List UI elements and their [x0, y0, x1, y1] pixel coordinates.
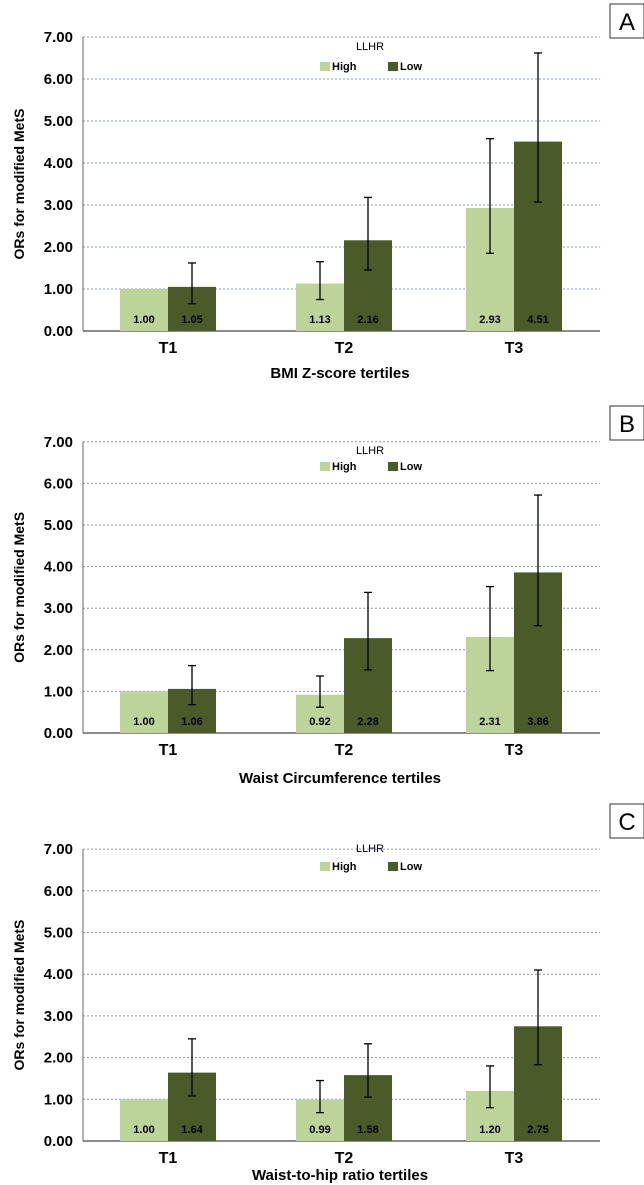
panel-a-bar-high-t1 — [120, 289, 168, 331]
panel-c-x-tick-label: T3 — [505, 1150, 524, 1167]
panel-b-x-axis-label: Waist Circumference tertiles — [239, 770, 441, 787]
panel-b-x-tick-label: T3 — [505, 742, 524, 759]
panel-c-y-tick-label: 7.00 — [44, 841, 73, 858]
panel-c-y-tick-label: 0.00 — [44, 1133, 73, 1150]
panel-a-y-tick-label: 2.00 — [44, 239, 73, 256]
panel-c-y-axis-label: ORs for modified MetS — [11, 920, 27, 1071]
panel-b-y-tick-label: 7.00 — [44, 434, 73, 451]
panel-c-legend-label-high: High — [332, 861, 357, 873]
panel-c-label-box — [609, 803, 644, 839]
panel-a-legend-title: LLHR — [356, 41, 384, 53]
panel-c-legend-swatch-low — [388, 862, 398, 871]
panel-a-x-tick-label: T1 — [159, 340, 178, 357]
panel-b-y-tick-label: 5.00 — [44, 517, 73, 534]
panel-a-x-axis-label: BMI Z-score tertiles — [270, 365, 409, 382]
panel-b-legend-label-low: Low — [400, 461, 422, 473]
panel-c-x-tick-label: T1 — [159, 1150, 178, 1167]
panel-c-x-tick-label: T2 — [335, 1150, 354, 1167]
panel-a-legend-label-high: High — [332, 61, 357, 73]
panel-a-y-tick-label: 5.00 — [44, 113, 73, 130]
panel-c-data-label: 1.58 — [357, 1124, 378, 1136]
panel-b-x-tick-label: T2 — [335, 742, 354, 759]
panel-a-x-tick-label: T3 — [505, 340, 524, 357]
panel-a-y-axis-label: ORs for modified MetS — [11, 109, 27, 260]
panel-b-y-tick-label: 0.00 — [44, 725, 73, 742]
panel-c-y-tick-label: 1.00 — [44, 1091, 73, 1108]
panel-c-data-label: 1.20 — [479, 1124, 500, 1136]
panel-a-y-tick-label: 6.00 — [44, 71, 73, 88]
panel-a-data-label: 2.16 — [357, 314, 378, 326]
panel-c-label: C — [618, 809, 635, 836]
panel-c-data-label: 2.75 — [527, 1124, 548, 1136]
panel-a-data-label: 1.00 — [133, 314, 154, 326]
panel-b-label-box — [609, 405, 644, 441]
panel-b-legend-title: LLHR — [356, 445, 384, 457]
panel-b-y-tick-label: 3.00 — [44, 600, 73, 617]
panel-a-label: A — [619, 9, 635, 36]
panel-c-legend-title: LLHR — [356, 843, 384, 855]
panel-a-legend-swatch-high — [320, 62, 330, 71]
panel-c-y-tick-label: 6.00 — [44, 883, 73, 900]
panel-b-data-label: 1.00 — [133, 716, 154, 728]
panel-a-legend-label-low: Low — [400, 61, 422, 73]
panel-a-data-label: 1.05 — [181, 314, 202, 326]
panel-b-data-label: 2.28 — [357, 716, 378, 728]
panel-b-data-label: 0.92 — [309, 716, 330, 728]
panel-a-y-tick-label: 3.00 — [44, 197, 73, 214]
panel-b-y-tick-label: 2.00 — [44, 642, 73, 659]
panel-b-y-tick-label: 6.00 — [44, 475, 73, 492]
panel-a-x-tick-label: T2 — [335, 340, 354, 357]
panel-c-y-tick-label: 5.00 — [44, 925, 73, 942]
panel-c-x-axis-label: Waist-to-hip ratio tertiles — [252, 1167, 428, 1184]
panel-a-y-tick-label: 0.00 — [44, 323, 73, 340]
panel-c-data-label: 0.99 — [309, 1124, 330, 1136]
panel-b-label: B — [619, 411, 635, 438]
panel-b-data-label: 1.06 — [181, 716, 202, 728]
panel-b-data-label: 3.86 — [527, 716, 548, 728]
panel-b-legend-swatch-high — [320, 462, 330, 471]
panel-c-bar-high-t1 — [120, 1099, 168, 1141]
panel-a-label-box — [609, 3, 644, 39]
panel-a-data-label: 2.93 — [479, 314, 500, 326]
panel-a-y-tick-label: 4.00 — [44, 155, 73, 172]
panel-c-legend-label-low: Low — [400, 861, 422, 873]
panel-b-y-tick-label: 1.00 — [44, 683, 73, 700]
panel-c-y-tick-label: 2.00 — [44, 1050, 73, 1067]
panel-b-y-tick-label: 4.00 — [44, 559, 73, 576]
panel-c-legend-swatch-high — [320, 862, 330, 871]
panel-a-data-label: 4.51 — [527, 314, 548, 326]
panel-a-data-label: 1.13 — [309, 314, 330, 326]
panel-b-bar-high-t1 — [120, 691, 168, 733]
panel-a-y-tick-label: 1.00 — [44, 281, 73, 298]
panel-b-x-tick-label: T1 — [159, 742, 178, 759]
panel-b-data-label: 2.31 — [479, 716, 500, 728]
panel-a-y-tick-label: 7.00 — [44, 29, 73, 46]
panel-c-data-label: 1.00 — [133, 1124, 154, 1136]
panel-c-y-tick-label: 4.00 — [44, 966, 73, 983]
panel-b-legend-label-high: High — [332, 461, 357, 473]
panel-a-legend-swatch-low — [388, 62, 398, 71]
panel-c-y-tick-label: 3.00 — [44, 1008, 73, 1025]
panel-b-legend-swatch-low — [388, 462, 398, 471]
panel-c-data-label: 1.64 — [181, 1124, 203, 1136]
panel-b-y-axis-label: ORs for modified MetS — [11, 512, 27, 663]
